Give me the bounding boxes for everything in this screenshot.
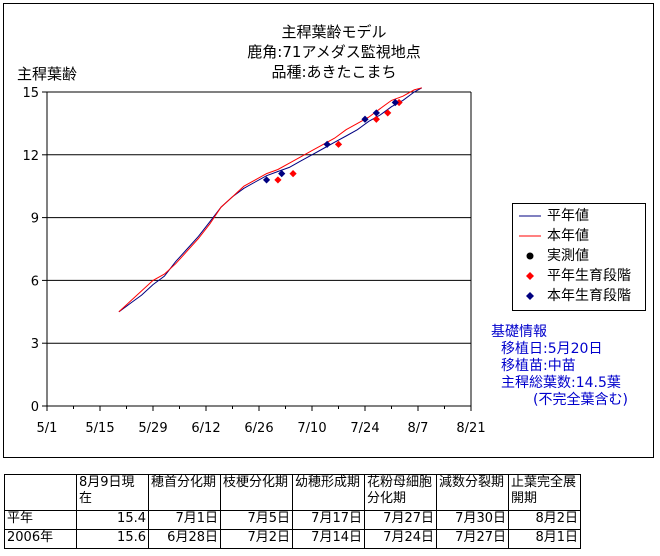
chart-title-line-2: 鹿角:71アメダス監視地点	[247, 43, 421, 61]
legend-label-measured: 実測値	[547, 248, 589, 264]
legend-item-normal-line: 平年値	[513, 207, 645, 225]
table-cell: 7月27日	[436, 529, 509, 549]
basic-info: 基礎情報 移植日:5月20日 移植苗:中苗 主稈総葉数:14.5葉 (不完全葉含…	[491, 324, 628, 409]
current-stage-point	[372, 109, 380, 117]
legend-item-current-stage: 本年生育段階	[513, 287, 645, 305]
table-cell: 7月17日	[292, 510, 365, 530]
y-tick-label: 15	[22, 86, 39, 101]
legend-item-normal-stage: 平年生育段階	[513, 267, 645, 285]
table-row: 平年 15.4 7月1日 7月5日 7月17日 7月27日 7月30日 8月2日	[4, 510, 581, 530]
x-tick-label: 7/10	[297, 421, 326, 436]
legend: 平年値 本年値 実測値 平年生育段階 本年生育段階	[512, 203, 646, 311]
table-cell: 15.6	[76, 529, 149, 549]
x-tick-label: 5/29	[138, 421, 167, 436]
growth-stage-table: 8月9日現在 穂首分化期 枝梗分化期 幼穂形成期 花粉母細胞分化期 減数分裂期 …	[4, 474, 581, 549]
legend-symbol-current-stage	[526, 292, 534, 300]
table-cell: 8月1日	[508, 529, 581, 549]
leaf-age-chart: 0 3 6 9 12 15 5/1 5/15 5/29 6/12 6/26 7/10 7/24 8/7 8/…	[22, 86, 485, 436]
normal-stage-point	[289, 170, 297, 178]
legend-symbol-measured	[526, 252, 534, 260]
info-planting-date: 移植日:5月20日	[501, 341, 603, 357]
legend-label-normal: 平年値	[547, 208, 589, 224]
current-stage-point	[278, 170, 286, 178]
table-header-cell: 穂首分化期	[148, 474, 221, 511]
table-header-row: 8月9日現在 穂首分化期 枝梗分化期 幼穂形成期 花粉母細胞分化期 減数分裂期 …	[4, 474, 581, 511]
legend-symbol-normal-stage	[526, 272, 534, 280]
table-header-cell: 幼穂形成期	[292, 474, 365, 511]
info-seedling-type: 移植苗:中苗	[501, 358, 576, 374]
table-header-cell: 止葉完全展開期	[508, 474, 581, 511]
info-total-leaves: 主稈総葉数:14.5葉	[501, 375, 621, 391]
chart-title-line-3: 品種:あきたこまち	[271, 63, 397, 81]
table-cell: 7月30日	[436, 510, 509, 530]
plot-area	[47, 92, 471, 406]
chart-frame: 0 3 6 9 12 15 5/1 5/15 5/29 6/12 6/26 7/10 7/24 8/7 8/…	[3, 3, 654, 458]
table-cell: 7月27日	[364, 510, 437, 530]
table-cell: 8月2日	[508, 510, 581, 530]
table-cell: 7月24日	[364, 529, 437, 549]
info-heading: 基礎情報	[491, 324, 547, 340]
normal-stage-point	[334, 140, 343, 148]
x-tick-label: 7/24	[350, 421, 379, 436]
table-header-cell: 枝梗分化期	[220, 474, 293, 511]
table-cell: 7月5日	[220, 510, 293, 530]
legend-item-current-line: 本年値	[513, 227, 645, 245]
x-tick-label: 8/7	[408, 421, 429, 436]
info-note: (不完全葉含む)	[533, 392, 628, 408]
x-tick-label: 5/15	[85, 421, 114, 436]
normal-stage-point	[395, 98, 403, 107]
table-header-cell: 8月9日現在	[76, 474, 149, 511]
current-stage-point	[262, 176, 271, 184]
legend-label-current-stage: 本年生育段階	[547, 288, 631, 304]
table-row: 2006年 15.6 6月28日 7月2日 7月14日 7月24日 7月27日 …	[4, 529, 581, 549]
y-tick-label: 0	[31, 400, 39, 415]
legend-label-current: 本年値	[547, 228, 589, 244]
x-tick-label: 8/21	[456, 421, 485, 436]
table-cell: 7月1日	[148, 510, 221, 530]
legend-item-measured: 実測値	[513, 247, 645, 265]
y-tick-label: 3	[31, 337, 39, 352]
table-cell: 7月2日	[220, 529, 293, 549]
y-tick-label: 12	[22, 149, 39, 164]
table-header-cell	[4, 474, 77, 511]
x-tick-label: 5/1	[37, 421, 58, 436]
legend-symbol-normal	[519, 215, 541, 217]
y-tick-label: 6	[31, 274, 39, 289]
current-stage-point	[391, 98, 399, 107]
x-tick-label: 6/26	[244, 421, 273, 436]
table-row-label: 2006年	[4, 529, 77, 549]
normal-stage-point	[372, 115, 380, 123]
normal-stage-point	[384, 109, 392, 117]
normal-stage-point	[274, 176, 282, 184]
table-header-cell: 花粉母細胞分化期	[364, 474, 437, 511]
current-stage-point	[361, 115, 369, 123]
y-axis-label: 主稈葉齢	[17, 65, 78, 83]
table-cell: 7月14日	[292, 529, 365, 549]
legend-label-normal-stage: 平年生育段階	[547, 268, 631, 284]
table-cell: 15.4	[76, 510, 149, 530]
y-tick-label: 9	[31, 212, 39, 227]
table-row-label: 平年	[4, 510, 77, 530]
table-cell: 6月28日	[148, 529, 221, 549]
chart-title-line-1: 主稈葉齢モデル	[281, 23, 387, 41]
x-tick-label: 6/12	[191, 421, 220, 436]
current-stage-point	[323, 140, 331, 148]
table-header-cell: 減数分裂期	[436, 474, 509, 511]
legend-symbol-current	[519, 235, 541, 237]
